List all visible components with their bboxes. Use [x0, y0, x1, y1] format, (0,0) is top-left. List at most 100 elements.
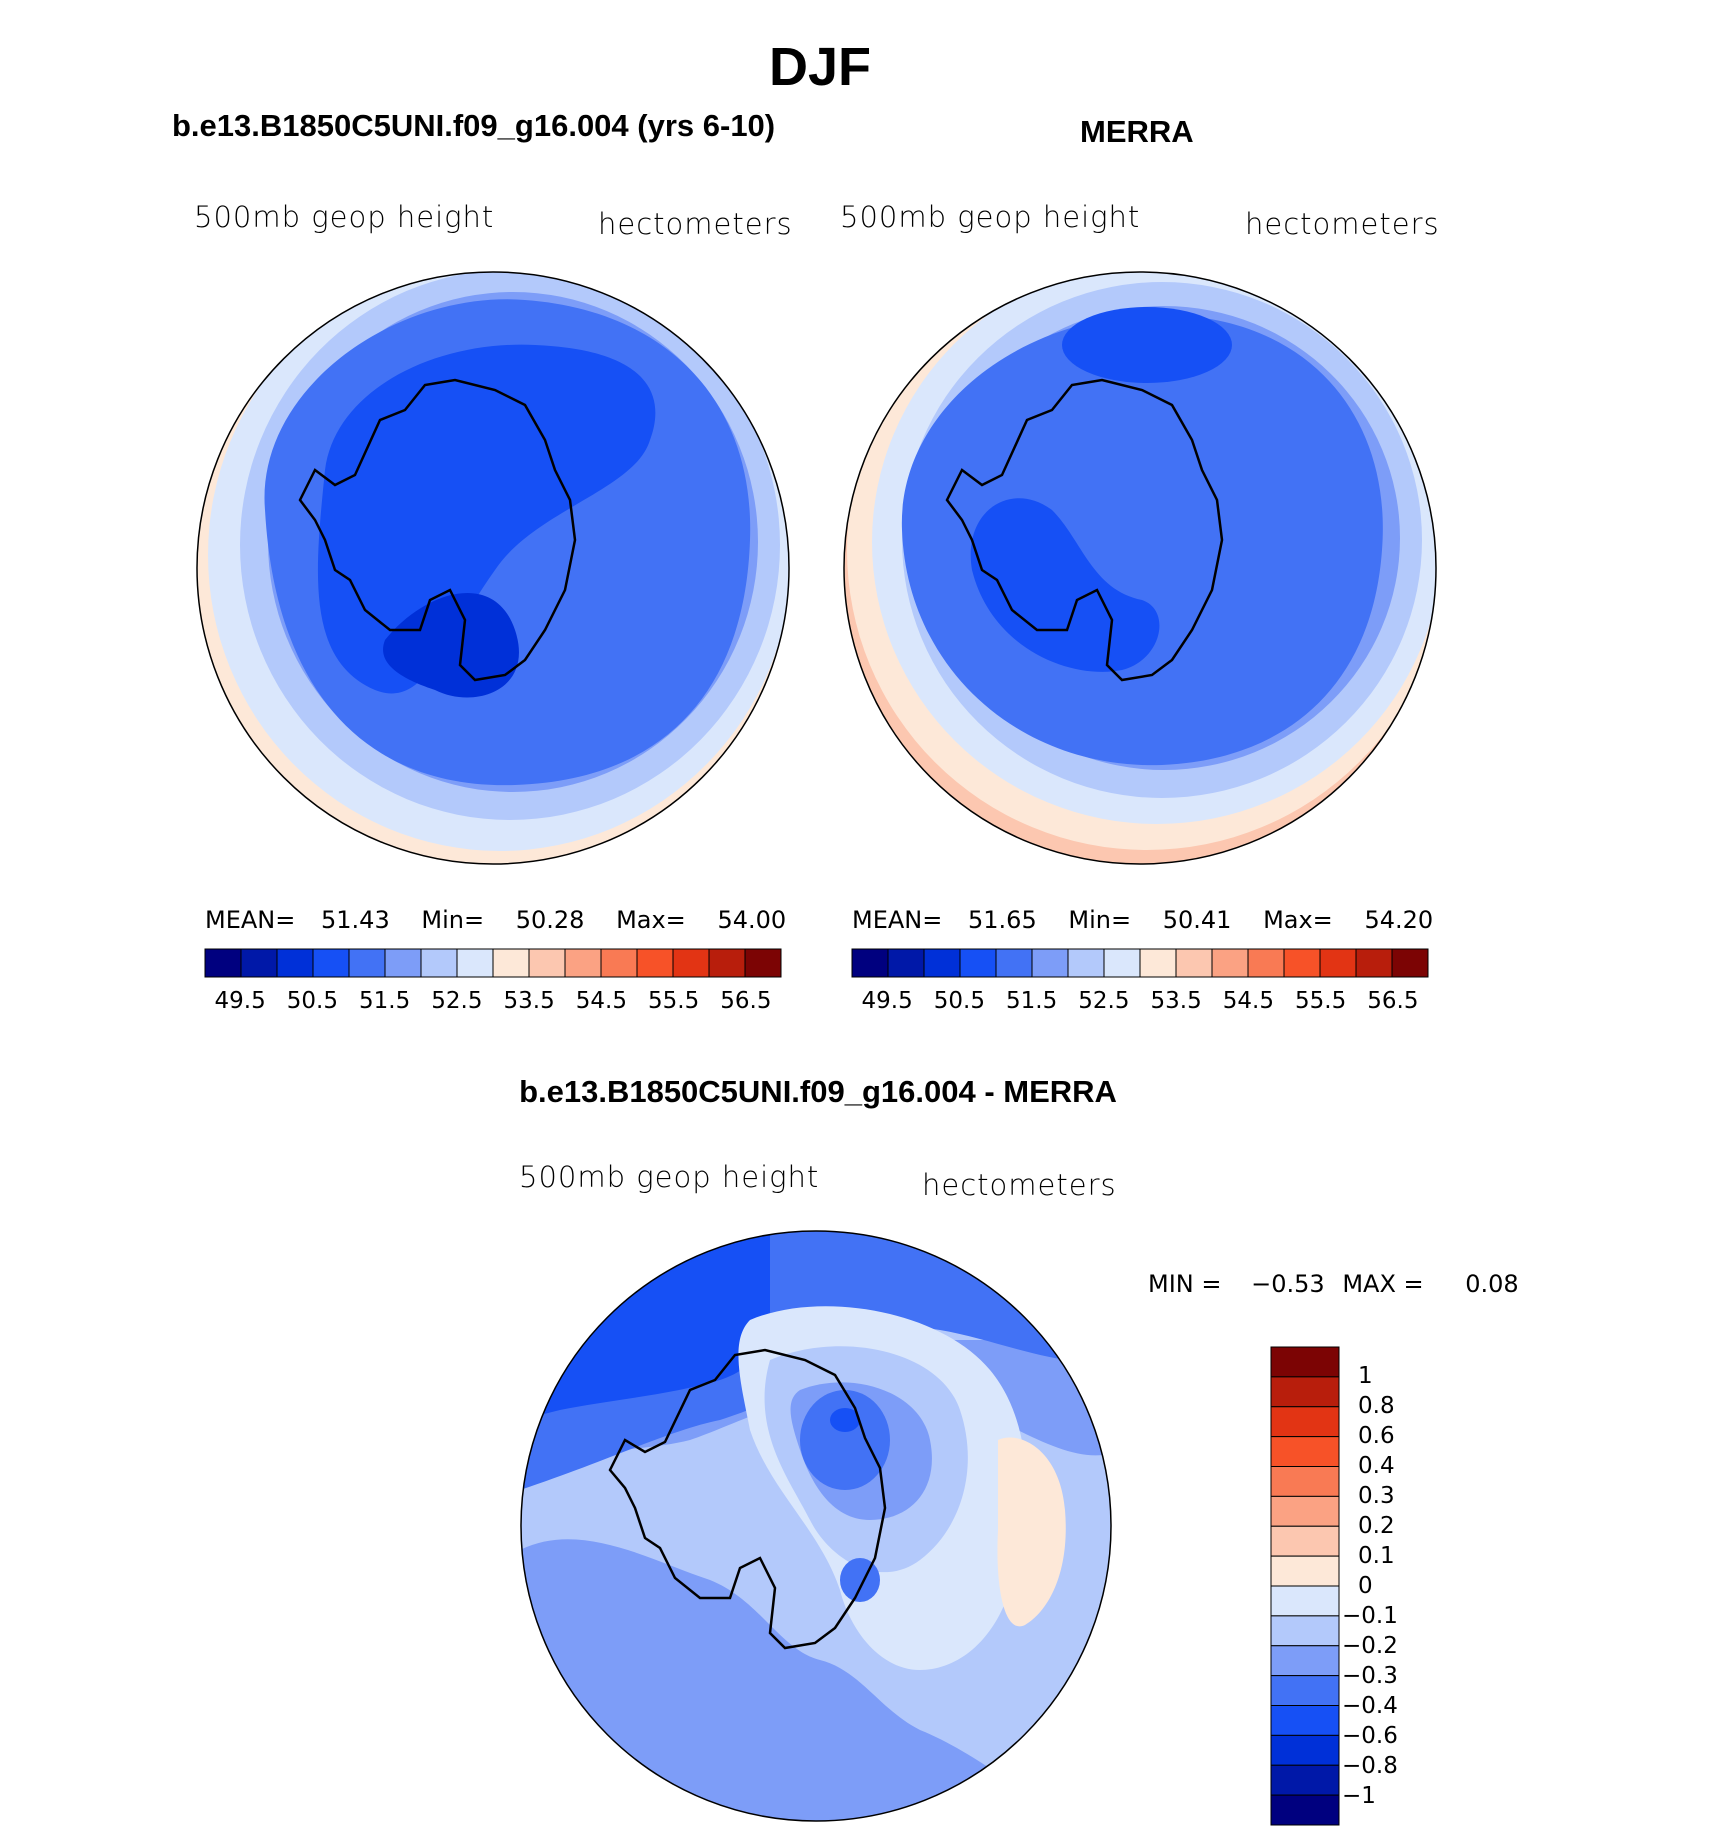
contour-band-51.0 — [317, 344, 656, 694]
colorbar-swatch — [636, 948, 674, 978]
colorbar-swatch — [1247, 948, 1285, 978]
colorbar-tick-label: 0 — [1358, 1573, 1373, 1599]
panel-1-mean-label: MEAN= — [205, 906, 296, 934]
colorbar-swatch — [1270, 1734, 1340, 1766]
panel-2-max-label: Max= — [1263, 906, 1333, 934]
colorbar-swatch — [1270, 1645, 1340, 1677]
colorbar-swatch — [708, 948, 746, 978]
panel-1-min-value: 50.28 — [515, 906, 585, 934]
colorbar-swatch — [1211, 948, 1249, 978]
panel-3-map — [520, 1230, 1112, 1822]
colorbar-swatch — [1270, 1764, 1340, 1796]
colorbar-swatch — [384, 948, 422, 978]
panel-1-min-label: Min= — [421, 906, 485, 934]
contour-band-50.5 — [383, 592, 519, 698]
colorbar-tick-label: −0.8 — [1342, 1753, 1398, 1779]
panel-1-colorbar — [204, 948, 782, 978]
colorbar-tick-label: 53.5 — [503, 988, 555, 1014]
colorbar-tick-label: −1 — [1342, 1783, 1376, 1809]
panel-1-variable-label: 500mb geop height — [194, 200, 495, 234]
contour-band-51.0 — [901, 314, 1383, 766]
colorbar-swatch — [959, 948, 997, 978]
colorbar-swatch — [923, 948, 961, 978]
colorbar-swatch — [1270, 1705, 1340, 1736]
colorbar-tick-label: 54.5 — [575, 988, 627, 1014]
colorbar-swatch — [1139, 948, 1177, 978]
colorbar-swatch — [1270, 1436, 1340, 1467]
colorbar-tick-label: −0.6 — [1342, 1723, 1398, 1749]
colorbar-tick-label: 52.5 — [431, 988, 483, 1014]
colorbar-swatch — [851, 948, 889, 978]
panel-1-colorbar-labels: 49.5 50.5 51.5 52.5 53.5 54.5 55.5 56.5 — [204, 988, 782, 1018]
colorbar-swatch — [1270, 1406, 1340, 1438]
panel-1-stats: MEAN= 51.43 Min= 50.28 Max= 54.00 — [205, 906, 786, 934]
colorbar-swatch — [456, 948, 494, 978]
colorbar-swatch — [1270, 1495, 1340, 1527]
panel-1-max-value: 54.00 — [717, 906, 787, 934]
colorbar-swatch — [744, 948, 782, 978]
colorbar-swatch — [1270, 1794, 1340, 1826]
colorbar-swatch — [564, 948, 602, 978]
contour-band-minus-0.3 — [521, 1539, 1080, 1821]
colorbar-tick-label: 50.5 — [286, 988, 338, 1014]
colorbar-tick-label: 54.5 — [1222, 988, 1274, 1014]
panel-1-units-label: hectometers — [598, 207, 793, 241]
colorbar-swatch — [204, 948, 242, 978]
panel-2-map-border — [843, 271, 1437, 865]
panel-2-map — [843, 271, 1437, 865]
colorbar-swatch — [600, 948, 638, 978]
panel-2-mean-label: MEAN= — [852, 906, 943, 934]
colorbar-tick-label: 0.3 — [1358, 1483, 1395, 1509]
colorbar-tick-label: 55.5 — [1295, 988, 1347, 1014]
colorbar-swatch — [492, 948, 530, 978]
colorbar-tick-label: −0.3 — [1342, 1663, 1398, 1689]
panel-3-max-label: MAX = — [1342, 1270, 1424, 1298]
colorbar-swatch — [240, 948, 278, 978]
colorbar-tick-label: 55.5 — [648, 988, 700, 1014]
panel-2-variable-label: 500mb geop height — [840, 200, 1141, 234]
colorbar-swatch — [995, 948, 1033, 978]
colorbar-swatch — [1270, 1525, 1340, 1557]
contour-band-minus-0.4-core — [800, 1390, 890, 1490]
panel-3-colorbar-labels: 1 0.8 0.6 0.4 0.3 0.2 0.1 0 −0.1 −0.2 −0.3 −0.4 −0.6… — [1342, 1346, 1438, 1826]
panel-3-colorbar — [1270, 1346, 1340, 1826]
panel-1-map — [196, 271, 790, 865]
colorbar-tick-label: −0.2 — [1342, 1633, 1398, 1659]
colorbar-tick-label: 0.1 — [1358, 1543, 1395, 1569]
contour-band-0-positive — [997, 1437, 1066, 1627]
colorbar-tick-label: 0.4 — [1358, 1453, 1395, 1479]
colorbar-swatch — [1270, 1585, 1340, 1617]
panel-1-mean-value: 51.43 — [321, 906, 390, 934]
colorbar-swatch — [1103, 948, 1141, 978]
figure-title: DJF — [768, 37, 871, 97]
panel-2-units-label: hectometers — [1245, 207, 1440, 241]
contour-band-minus-0.6-core — [830, 1408, 860, 1432]
colorbar-swatch — [528, 948, 566, 978]
colorbar-swatch — [1355, 948, 1393, 978]
panel-3-max-value: 0.08 — [1465, 1270, 1519, 1298]
colorbar-swatch — [1319, 948, 1357, 978]
panel-2-min-label: Min= — [1068, 906, 1132, 934]
panel-2-min-value: 50.41 — [1162, 906, 1232, 934]
colorbar-swatch — [420, 948, 458, 978]
colorbar-swatch — [887, 948, 925, 978]
panel-2-max-value: 54.20 — [1364, 906, 1434, 934]
colorbar-tick-label: 56.5 — [1367, 988, 1419, 1014]
colorbar-tick-label: 52.5 — [1078, 988, 1130, 1014]
colorbar-swatch — [1270, 1675, 1340, 1706]
colorbar-swatch — [1067, 948, 1105, 978]
panel-2-stats: MEAN= 51.65 Min= 50.41 Max= 54.20 — [852, 906, 1433, 934]
panel-2-colorbar-labels: 49.5 50.5 51.5 52.5 53.5 54.5 55.5 56.5 — [851, 988, 1429, 1018]
colorbar-tick-label: 0.2 — [1358, 1513, 1395, 1539]
colorbar-swatch — [276, 948, 314, 978]
panel-3-min-label: MIN = — [1148, 1270, 1222, 1298]
colorbar-swatch — [1391, 948, 1429, 978]
antarctica-coastline — [298, 378, 577, 682]
panel-3-title: b.e13.B1850C5UNI.f09_g16.004 - MERRA — [519, 1074, 1117, 1109]
panel-3-variable-label: 500mb geop height — [519, 1160, 820, 1194]
panel-3-map-border — [520, 1230, 1112, 1822]
antarctica-coastline — [945, 378, 1224, 682]
colorbar-tick-label: 0.6 — [1358, 1423, 1395, 1449]
colorbar-swatch — [1031, 948, 1069, 978]
panel-1-max-label: Max= — [616, 906, 686, 934]
